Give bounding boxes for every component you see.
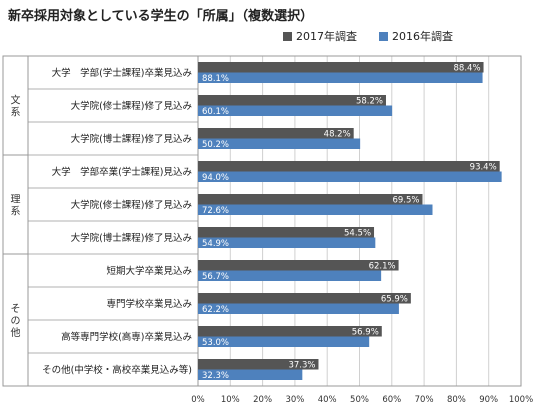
data-label-2017: 58.2% <box>356 96 383 106</box>
x-tick-label: 10% <box>221 395 240 405</box>
data-label-2016: 53.0% <box>202 338 229 348</box>
bar-2017 <box>198 227 375 238</box>
data-label-2017: 48.2% <box>324 129 351 139</box>
data-label-2016: 54.9% <box>202 239 229 249</box>
bar-2016 <box>198 237 376 248</box>
category-label: 大学院(修士課程)修了見込み <box>71 199 192 211</box>
x-tick-label: 40% <box>318 395 337 405</box>
plot-frame <box>2 55 522 387</box>
bar-2016 <box>198 369 303 380</box>
category-label: 大学院(修士課程)修了見込み <box>71 100 192 112</box>
bar-2017 <box>198 62 484 73</box>
bar-2016 <box>198 336 370 347</box>
legend-swatch-2016 <box>379 31 388 41</box>
x-tick-label: 50% <box>350 395 369 405</box>
category-label: 高等専門学校(高専)卒業見込み <box>61 331 192 343</box>
x-tick-label: 60% <box>382 395 401 405</box>
legend-item-2017: 2017年調査 <box>283 28 357 44</box>
bar-2016 <box>198 72 483 83</box>
category-label: 大学 学部(学士課程)卒業見込み <box>52 67 192 79</box>
x-tick-label: 100% <box>509 395 533 405</box>
group-label: その他 <box>11 303 21 339</box>
category-label: 大学院(博士課程)修了見込み <box>71 133 192 145</box>
data-label-2016: 50.2% <box>202 140 229 150</box>
bar-2017 <box>198 161 500 172</box>
x-tick-label: 0% <box>191 395 205 405</box>
bar-2017 <box>198 128 354 139</box>
chart-title: 新卒採用対象としている学生の「所属」（複数選択） <box>8 9 314 24</box>
legend: 2017年調査 2016年調査 <box>283 28 453 44</box>
group-label: 文系 <box>11 94 21 119</box>
bar-2017 <box>198 293 411 304</box>
data-label-2017: 54.5% <box>344 228 371 238</box>
bar-2016 <box>198 204 433 215</box>
data-label-2016: 88.1% <box>202 74 229 84</box>
data-label-2017: 69.5% <box>392 195 419 205</box>
category-label: 短期大学卒業見込み <box>106 265 192 277</box>
x-tick-label: 20% <box>253 395 272 405</box>
bar-2016 <box>198 105 393 116</box>
bar-2017 <box>198 194 423 205</box>
legend-label-2017: 2017年調査 <box>296 30 357 43</box>
category-label: 専門学校卒業見込み <box>106 298 192 310</box>
bar-2016 <box>198 270 382 281</box>
bar-2017 <box>198 95 386 106</box>
data-label-2017: 88.4% <box>454 63 481 73</box>
data-label-2016: 62.2% <box>202 305 229 315</box>
bar-2017 <box>198 260 399 271</box>
data-label-2016: 60.1% <box>202 107 229 117</box>
bar-2016 <box>198 171 502 182</box>
data-label-2016: 32.3% <box>202 371 229 381</box>
category-label: 大学院(博士課程)修了見込み <box>71 232 192 244</box>
x-tick-label: 90% <box>479 395 498 405</box>
data-label-2017: 37.3% <box>288 360 315 370</box>
bar-2016 <box>198 303 399 314</box>
category-label: その他(中学校・高校卒業見込み等) <box>42 364 192 376</box>
data-label-2016: 94.0% <box>202 173 229 183</box>
legend-item-2016: 2016年調査 <box>379 28 453 44</box>
data-label-2017: 56.9% <box>352 327 379 337</box>
category-label: 大学 学部卒業(学士課程)見込み <box>52 166 192 178</box>
x-tick-label: 30% <box>285 395 304 405</box>
legend-label-2016: 2016年調査 <box>392 30 453 43</box>
data-label-2016: 72.6% <box>202 206 229 216</box>
x-tick-label: 70% <box>415 395 434 405</box>
data-label-2016: 56.7% <box>202 272 229 282</box>
x-tick-label: 80% <box>447 395 466 405</box>
data-label-2017: 93.4% <box>470 162 497 172</box>
bar-2017 <box>198 326 382 337</box>
group-label: 理系 <box>11 194 21 218</box>
bar-2017 <box>198 359 319 370</box>
data-label-2017: 65.9% <box>381 294 408 304</box>
data-label-2017: 62.1% <box>369 261 396 271</box>
bar-2016 <box>198 138 361 149</box>
legend-swatch-2017 <box>283 31 292 41</box>
